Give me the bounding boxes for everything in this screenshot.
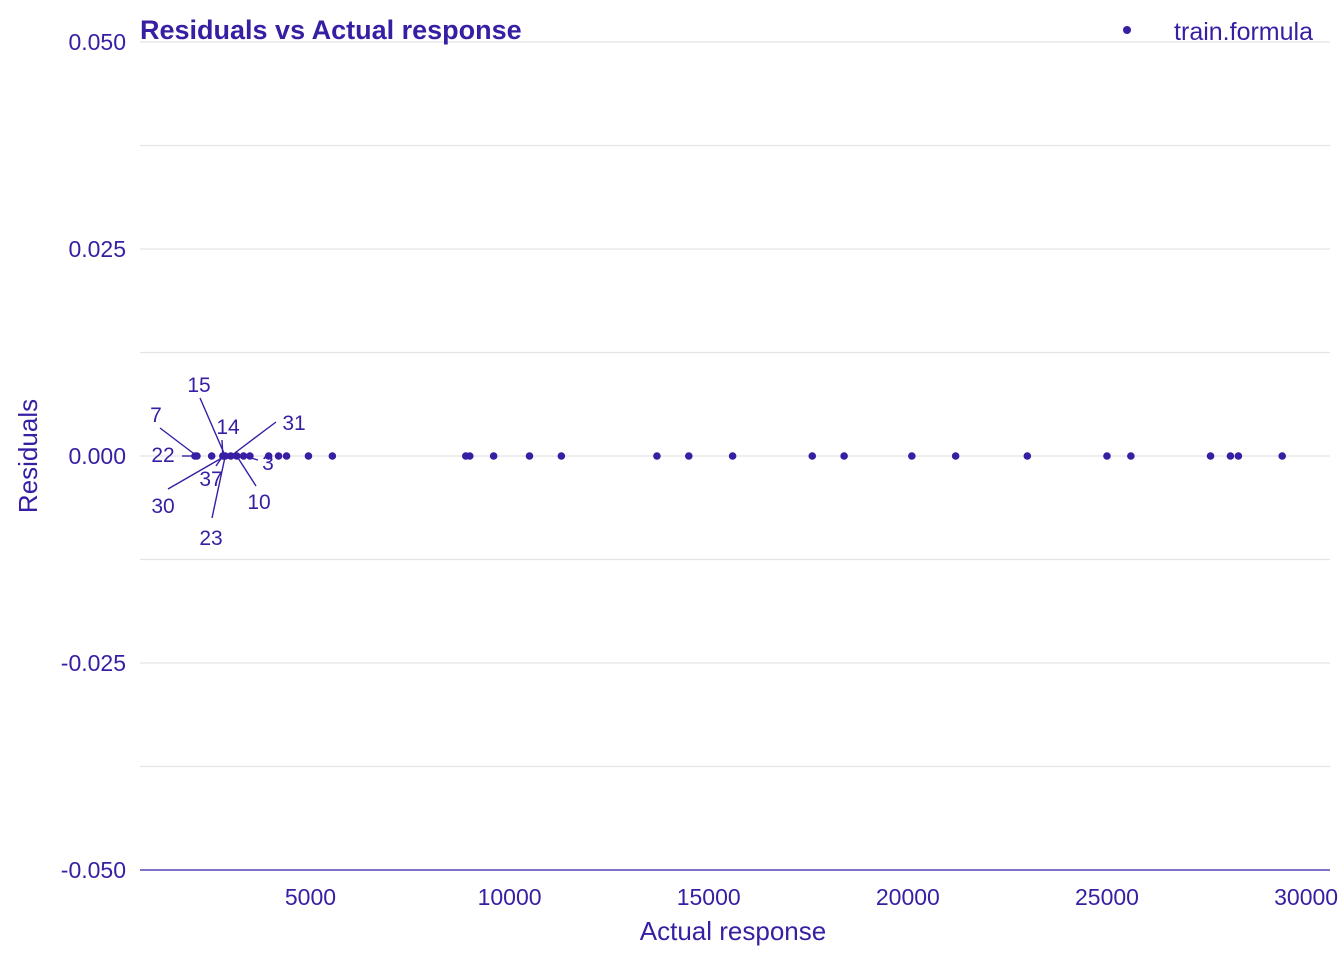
grid-lines [140,41,1330,768]
data-point [264,452,273,460]
legend-label: train.formula [1174,18,1313,46]
point-label: 30 [151,495,174,518]
point-label: 15 [187,374,210,397]
data-point [1234,452,1243,460]
x-tick-label: 10000 [478,884,542,910]
data-points [191,452,1287,460]
data-point [328,452,337,460]
data-point [274,452,283,460]
y-tick-label: 0.025 [68,236,126,262]
point-label: 14 [216,416,240,439]
data-point [808,452,817,460]
data-point [1226,452,1235,460]
point-label: 22 [151,444,174,467]
y-tick-label: -0.025 [61,650,126,676]
data-point [239,452,248,460]
data-point [1206,452,1215,460]
point-labels: 15 7 14 31 22 3 37 10 30 23 [150,374,306,550]
data-point [557,452,566,460]
y-tick-labels: 0.050 0.025 0.000 -0.025 -0.050 [61,29,126,883]
data-point [1278,452,1287,460]
data-point [1103,452,1111,460]
x-tick-label: 15000 [677,884,741,910]
data-point [232,452,241,460]
legend-marker [1123,26,1131,34]
label-leader-line [159,427,198,457]
label-leader-line [211,455,226,519]
y-axis-title: Residuals [13,399,43,513]
point-label: 37 [199,468,222,491]
data-point [685,452,693,460]
data-point [489,452,498,460]
label-leader-line [236,455,257,487]
data-point [840,452,848,460]
x-axis-title: Actual response [640,916,826,946]
point-label: 31 [282,412,305,435]
data-point [304,452,313,460]
x-tick-label: 30000 [1274,884,1338,910]
data-point [1127,452,1135,460]
data-point [221,452,230,460]
data-point [227,452,235,460]
data-point [653,452,661,460]
point-label: 23 [199,527,222,550]
label-leader-line [167,455,226,490]
data-point [1023,452,1032,460]
chart-title: Residuals vs Actual response [140,15,522,45]
data-point [465,452,474,460]
data-point [282,452,291,460]
x-tick-labels: 5000 10000 15000 20000 25000 30000 [285,884,1338,910]
data-point [193,452,201,460]
y-tick-label: 0.050 [68,29,126,55]
label-leader-line [230,421,277,457]
data-point [951,452,960,460]
data-point [908,452,916,460]
label-leader-line [199,397,226,457]
point-label: 3 [262,452,274,475]
data-point [207,452,216,460]
x-tick-label: 5000 [285,884,336,910]
data-point [525,452,534,460]
y-tick-label: -0.050 [61,857,126,883]
x-tick-label: 25000 [1075,884,1139,910]
data-point [728,452,737,460]
legend: train.formula [1123,18,1313,46]
y-tick-label: 0.000 [68,443,126,469]
data-point [246,452,254,460]
x-tick-label: 20000 [876,884,940,910]
point-label: 7 [150,404,162,427]
point-label: 10 [247,491,270,514]
